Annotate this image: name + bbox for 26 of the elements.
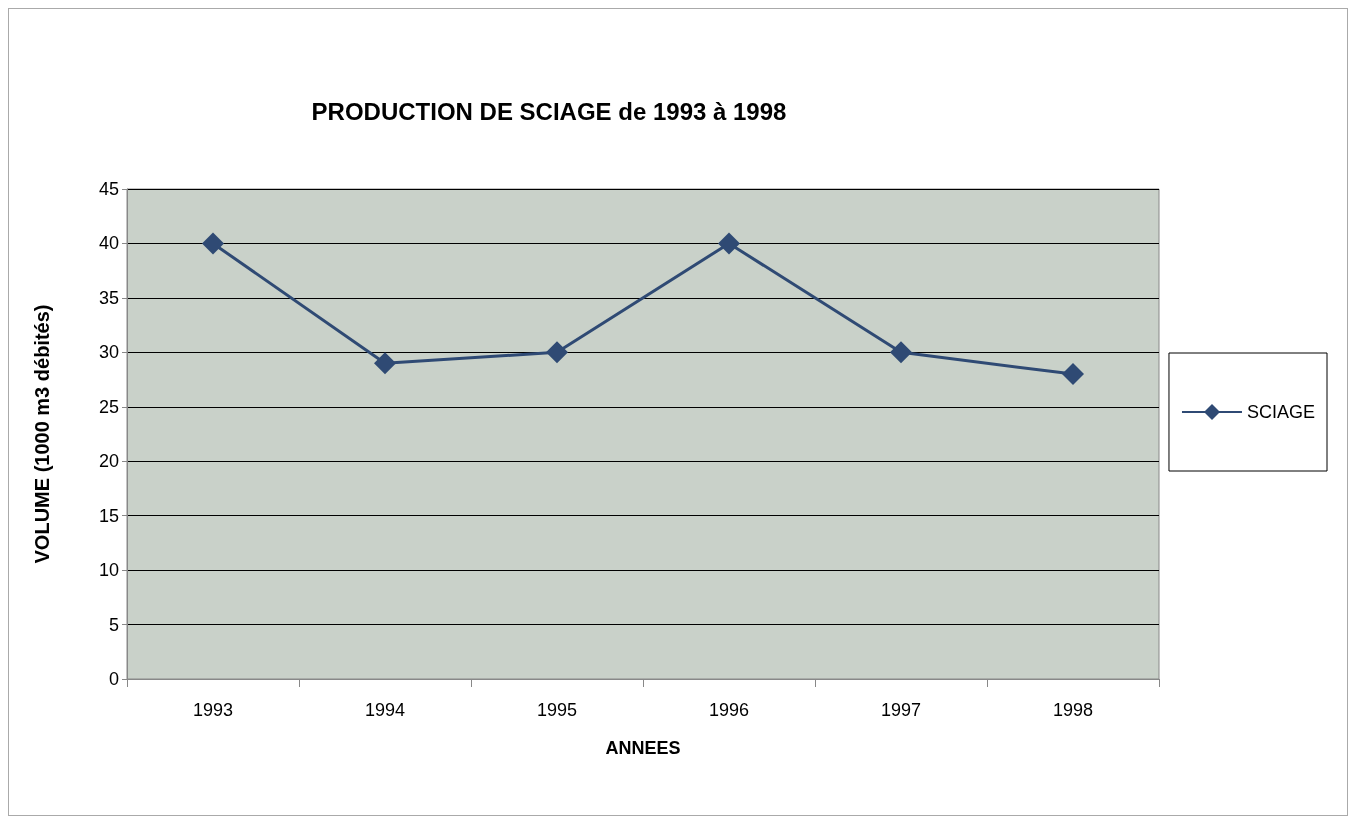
- y-tick-label: 35: [98, 287, 119, 308]
- chart-title: PRODUCTION DE SCIAGE de 1993 à 1998: [311, 97, 787, 125]
- y-tick-label: 30: [98, 342, 119, 363]
- y-axis-title: VOLUME (1000 m3 débités): [31, 304, 53, 564]
- y-tick-label: 20: [98, 451, 119, 472]
- y-tick-label: 25: [98, 396, 119, 417]
- point: [1062, 363, 1084, 386]
- y-tick-label: 10: [98, 560, 119, 581]
- y-tick-label: 15: [98, 505, 119, 526]
- x-tick-label: 1995: [536, 700, 578, 720]
- x-tick-label: 1993: [192, 700, 234, 720]
- y-tick-label: 45: [98, 179, 119, 199]
- point: [546, 341, 568, 364]
- x-tick-label: 1997: [880, 700, 922, 720]
- x-tick-label: 1994: [364, 700, 406, 720]
- point: [202, 232, 224, 255]
- x-tick-label: 1996: [708, 700, 750, 720]
- y-tick-label: 40: [98, 233, 119, 254]
- point: [374, 352, 396, 375]
- y-tick-label: 0: [108, 669, 119, 689]
- x-axis-title: ANNEES: [605, 738, 681, 758]
- x-tick-label: 1998: [1052, 700, 1094, 720]
- y-tick-label: 5: [108, 614, 119, 635]
- point: [890, 341, 912, 364]
- point: [718, 232, 740, 255]
- legend-label: SCIAGE: [1246, 402, 1316, 422]
